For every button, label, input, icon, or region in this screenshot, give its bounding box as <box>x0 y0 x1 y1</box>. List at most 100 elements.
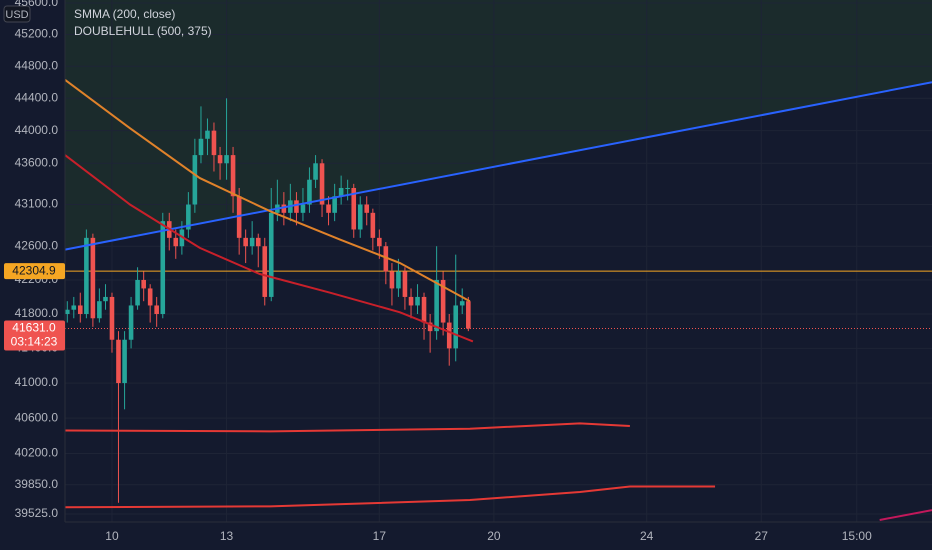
y-tick-label: 43600.0 <box>15 155 59 169</box>
candle-body <box>192 155 198 205</box>
y-tick-label: 39850.0 <box>15 477 59 491</box>
indicator-line <box>64 81 932 251</box>
candle-body <box>268 212 274 297</box>
candle-body <box>262 246 268 297</box>
y-tick-label: 42600.0 <box>15 238 59 252</box>
indicator-line <box>64 79 471 303</box>
candle-body <box>396 271 401 289</box>
candle-body <box>402 271 408 297</box>
candle-body <box>300 204 306 213</box>
currency: USD <box>5 9 28 21</box>
candle-body <box>281 204 287 213</box>
candle-body <box>345 187 350 189</box>
candle-body <box>243 237 248 247</box>
candle-body <box>122 339 127 384</box>
candle-body <box>357 204 363 230</box>
candle-body <box>319 163 325 205</box>
y-tick-label: 39525.0 <box>15 506 59 520</box>
candle-body <box>128 305 134 340</box>
candle-body <box>434 279 439 332</box>
candle-body <box>389 271 395 289</box>
x-tick-label: 27 <box>755 529 769 543</box>
candle-body <box>173 237 179 247</box>
candle-body <box>141 279 146 289</box>
x-tick-label: 17 <box>373 529 387 543</box>
candle-body <box>249 237 255 247</box>
candle-body <box>236 196 242 238</box>
candle-body <box>332 196 337 213</box>
candle-body <box>77 305 83 314</box>
candle-body <box>84 237 89 314</box>
candle-body <box>466 301 471 329</box>
price-label: 41631.0 <box>12 321 56 335</box>
candle-body <box>326 204 331 213</box>
candle-body <box>103 296 108 302</box>
candle-body <box>459 301 465 306</box>
candle-body <box>427 322 433 332</box>
x-tick-label: 20 <box>487 529 501 543</box>
candle-body <box>446 322 452 349</box>
y-tick-label: 43100.0 <box>15 197 59 211</box>
candle-body <box>370 212 376 238</box>
candle-body <box>186 204 191 230</box>
x-tick-label: 15:00 <box>842 529 872 543</box>
indicator-line <box>64 422 630 433</box>
y-tick-label: 44000.0 <box>15 123 59 137</box>
price-label-box <box>4 263 65 280</box>
y-tick-label: 45200.0 <box>15 27 59 41</box>
candle-body <box>109 296 115 340</box>
y-tick-label: 40200.0 <box>15 446 59 460</box>
candle-body <box>440 279 446 323</box>
candle-body <box>307 179 312 205</box>
plot <box>64 0 932 522</box>
legend-entry: DOUBLEHULL (500, 375) <box>74 24 212 38</box>
indicator-line <box>64 154 474 343</box>
candle-body <box>377 237 382 247</box>
y-tick-label: 44800.0 <box>15 58 59 72</box>
x-tick-label: 13 <box>220 529 234 543</box>
y-tick-label: 44400.0 <box>15 90 59 104</box>
candle-body <box>160 221 166 314</box>
candle-body <box>313 163 318 180</box>
candle-body <box>383 246 389 272</box>
candle-body <box>230 155 236 197</box>
candle-body <box>453 305 459 349</box>
candle-body <box>71 305 77 310</box>
candle-body <box>198 138 204 156</box>
currency-box <box>3 5 31 23</box>
price-label: 42304.9 <box>12 263 56 277</box>
candle-body <box>217 155 223 164</box>
candle-body <box>351 187 357 230</box>
candle-body <box>415 296 420 306</box>
candle-body <box>97 301 102 319</box>
indicator-line <box>879 509 932 521</box>
candle-body <box>135 279 140 306</box>
candle-body <box>408 296 414 306</box>
candle-body <box>90 237 96 319</box>
y-tick-label: 41000.0 <box>15 375 59 389</box>
countdown: 03:14:23 <box>11 335 58 349</box>
candle-body <box>224 155 229 164</box>
candle-body <box>116 339 121 384</box>
x-tick-label: 10 <box>105 529 119 543</box>
candle-body <box>294 200 299 213</box>
candle-body <box>338 187 344 197</box>
legend-entry: SMMA (200, close) <box>74 7 175 21</box>
x-tick-label: 24 <box>640 529 654 543</box>
indicator-line <box>64 485 716 509</box>
y-tick-label: 40600.0 <box>15 410 59 424</box>
shaded-area <box>65 0 932 250</box>
candle-body <box>255 237 261 247</box>
candle-body <box>64 309 70 314</box>
y-tick-label: 45600.0 <box>15 0 59 9</box>
candle-body <box>364 204 370 213</box>
candle-body <box>205 130 210 139</box>
y-tick-label: 41800.0 <box>15 306 59 320</box>
candle-body <box>211 130 217 156</box>
candle-body <box>421 296 427 323</box>
price-label-box <box>4 320 65 351</box>
candle-body <box>147 288 153 306</box>
candle-body <box>154 305 159 314</box>
